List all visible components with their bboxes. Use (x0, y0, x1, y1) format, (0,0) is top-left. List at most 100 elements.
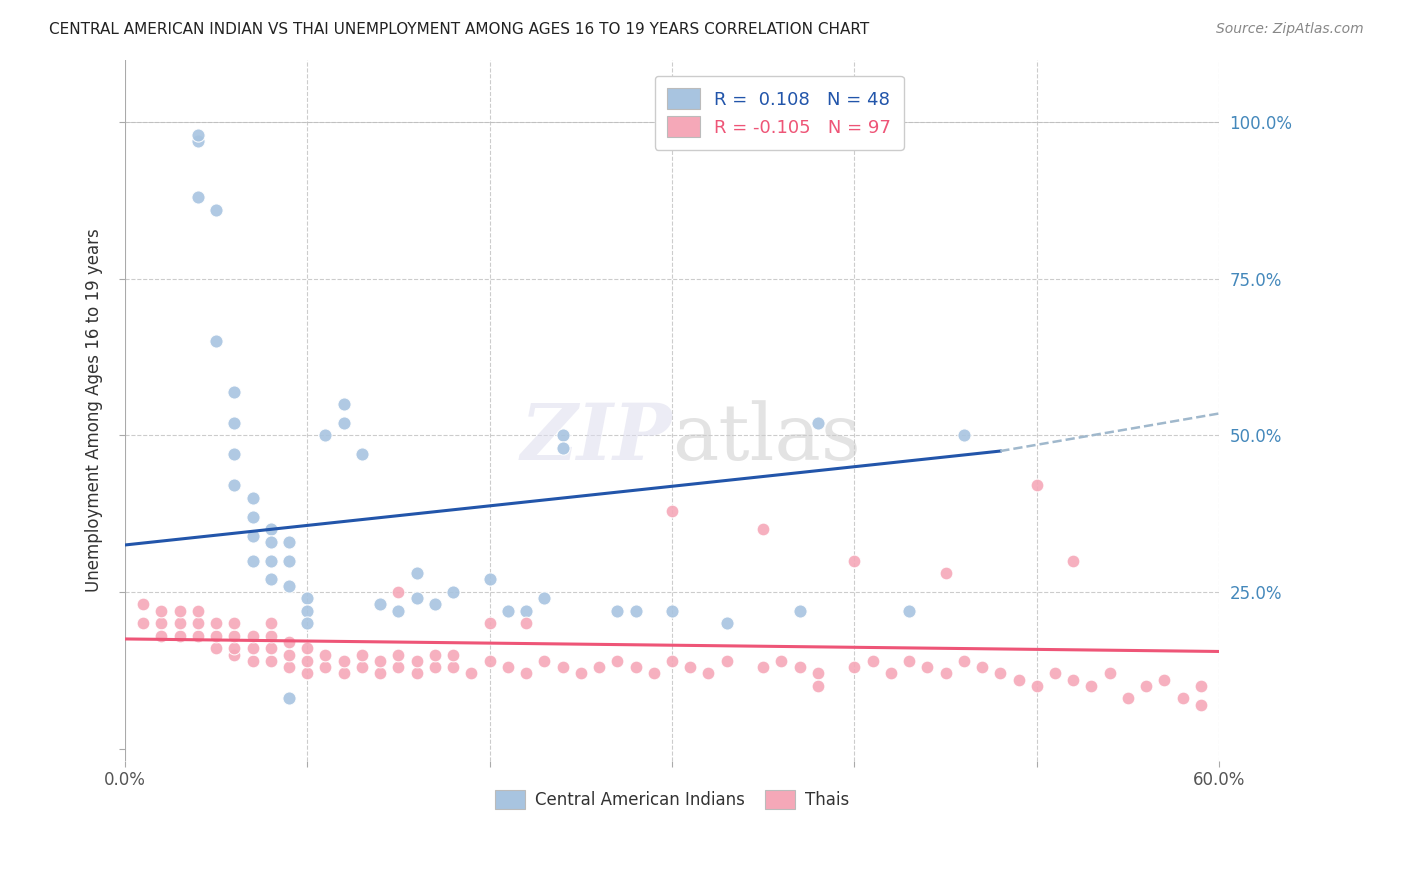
Point (917, 660, 939, 674)
Point (515, 666, 537, 681)
Point (643, 666, 665, 681)
Point (496, 604, 519, 618)
Point (898, 604, 921, 618)
Point (260, 573, 283, 587)
Point (260, 616, 283, 631)
Point (387, 585, 409, 599)
Point (423, 648, 446, 662)
Point (242, 554, 264, 568)
Point (789, 660, 811, 674)
Point (953, 654, 976, 668)
Point (278, 534, 301, 549)
Point (297, 604, 319, 618)
Point (405, 654, 427, 668)
Point (551, 428, 574, 442)
Point (368, 598, 391, 612)
Point (606, 654, 628, 668)
Point (205, 616, 228, 631)
Point (496, 660, 519, 674)
Point (1025, 478, 1047, 492)
Point (588, 660, 610, 674)
Point (661, 604, 683, 618)
Point (478, 616, 501, 631)
Point (278, 579, 301, 593)
Point (533, 591, 555, 606)
Point (224, 478, 246, 492)
Point (1116, 691, 1139, 706)
Point (224, 447, 246, 461)
Point (187, 616, 209, 631)
Y-axis label: Unemployment Among Ages 16 to 19 years: Unemployment Among Ages 16 to 19 years (86, 228, 103, 592)
Point (297, 591, 319, 606)
Point (150, 629, 173, 643)
Point (242, 641, 264, 656)
Text: CENTRAL AMERICAN INDIAN VS THAI UNEMPLOYMENT AMONG AGES 16 TO 19 YEARS CORRELATI: CENTRAL AMERICAN INDIAN VS THAI UNEMPLOY… (49, 22, 869, 37)
Point (387, 648, 409, 662)
Point (224, 416, 246, 430)
Point (606, 604, 628, 618)
Point (478, 573, 501, 587)
Point (332, 654, 354, 668)
Point (278, 554, 301, 568)
Point (205, 629, 228, 643)
Point (350, 648, 373, 662)
Point (314, 428, 336, 442)
Point (1189, 698, 1212, 712)
Point (478, 654, 501, 668)
Point (332, 397, 354, 411)
Point (441, 660, 464, 674)
Point (224, 648, 246, 662)
Point (297, 654, 319, 668)
Point (1062, 554, 1084, 568)
Point (807, 666, 830, 681)
Point (423, 660, 446, 674)
Point (716, 654, 738, 668)
Point (278, 635, 301, 649)
Point (297, 616, 319, 631)
Point (260, 554, 283, 568)
Point (205, 641, 228, 656)
Point (898, 654, 921, 668)
Point (187, 604, 209, 618)
Point (770, 654, 793, 668)
Point (242, 629, 264, 643)
Point (935, 566, 957, 581)
Point (988, 666, 1011, 681)
Point (405, 666, 427, 681)
Point (260, 522, 283, 536)
Point (205, 202, 228, 217)
Point (132, 616, 155, 631)
Point (150, 604, 173, 618)
Point (405, 591, 427, 606)
Point (314, 648, 336, 662)
Point (661, 503, 683, 517)
Point (224, 384, 246, 399)
Point (132, 598, 155, 612)
Point (1007, 673, 1029, 687)
Point (970, 660, 993, 674)
Point (624, 604, 647, 618)
Point (423, 598, 446, 612)
Point (844, 660, 866, 674)
Point (278, 691, 301, 706)
Point (789, 604, 811, 618)
Point (844, 554, 866, 568)
Point (880, 666, 903, 681)
Point (752, 522, 775, 536)
Point (242, 654, 264, 668)
Point (242, 528, 264, 542)
Point (1098, 666, 1121, 681)
Point (332, 666, 354, 681)
Point (368, 666, 391, 681)
Point (150, 616, 173, 631)
Point (862, 654, 884, 668)
Point (242, 491, 264, 505)
Point (387, 660, 409, 674)
Point (569, 666, 592, 681)
Point (278, 648, 301, 662)
Point (551, 660, 574, 674)
Point (807, 679, 830, 693)
Point (661, 654, 683, 668)
Point (1062, 673, 1084, 687)
Point (460, 666, 482, 681)
